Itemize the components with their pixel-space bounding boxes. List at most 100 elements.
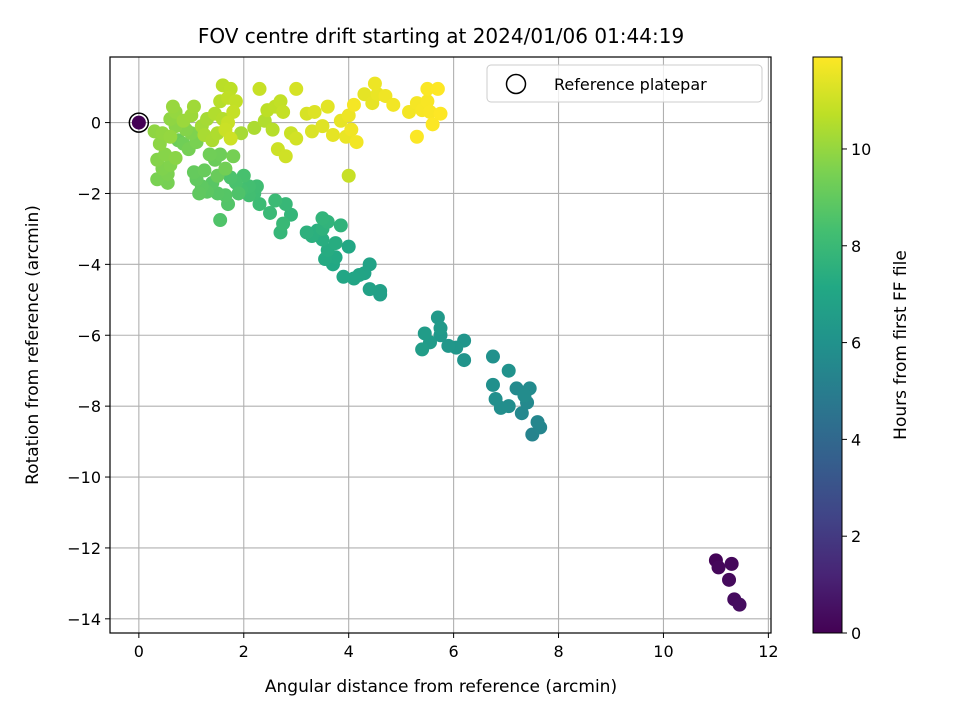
data-point [341, 108, 356, 123]
colorbar-tick-label: 0 [851, 624, 861, 643]
data-point [722, 572, 737, 587]
data-point [732, 597, 747, 612]
y-tick-label: −4 [77, 255, 101, 274]
data-point [202, 147, 217, 162]
y-tick-label: −2 [77, 184, 101, 203]
data-point [373, 283, 388, 298]
colorbar-tick-label: 2 [851, 527, 861, 546]
data-point [165, 99, 180, 114]
data-point [333, 218, 348, 233]
colorbar-label: Hours from first FF file [891, 250, 911, 440]
data-point [530, 415, 545, 430]
data-point [213, 147, 228, 162]
data-point [252, 197, 267, 212]
colorbar-ticks: 0 2 4 6 8 10 [842, 140, 871, 643]
x-axis-ticks: 0 2 4 6 8 10 12 [134, 633, 779, 661]
data-point [218, 161, 233, 176]
data-point [415, 342, 430, 357]
data-point [433, 321, 448, 336]
data-point [307, 104, 322, 119]
legend-reference-marker [505, 73, 527, 95]
data-point [367, 76, 382, 91]
data-point [417, 326, 432, 341]
data-point [328, 236, 343, 251]
data-point [344, 122, 359, 137]
data-point [341, 168, 356, 183]
data-point [252, 81, 267, 96]
data-point [315, 119, 330, 134]
data-point [517, 388, 532, 403]
data-point [724, 556, 739, 571]
y-axis-ticks: 0 −2 −4 −6 −8 −10 −12 −14 [67, 114, 110, 629]
colorbar-tick-label: 8 [851, 237, 861, 256]
data-point [228, 94, 243, 109]
x-axis-label: Angular distance from reference (arcmin) [265, 677, 617, 697]
x-tick-label: 12 [758, 642, 778, 661]
data-points [128, 76, 747, 612]
data-point [197, 163, 212, 178]
data-point [485, 377, 500, 392]
data-point [210, 186, 225, 201]
data-point [346, 97, 361, 112]
data-point [341, 239, 356, 254]
data-point [711, 560, 726, 575]
data-point [163, 129, 178, 144]
x-tick-label: 2 [239, 642, 249, 661]
data-point [501, 363, 516, 378]
data-point [276, 216, 291, 231]
y-axis-label: Rotation from reference (arcmin) [23, 205, 43, 485]
data-point [362, 282, 377, 297]
data-point [231, 186, 246, 201]
y-tick-label: −12 [67, 539, 101, 558]
data-point [152, 136, 167, 151]
data-point [226, 104, 241, 119]
data-point [349, 135, 364, 150]
data-point [425, 117, 440, 132]
colorbar-tick-label: 4 [851, 430, 861, 449]
data-point [299, 225, 314, 240]
data-point [234, 126, 249, 141]
grid-lines [110, 57, 771, 633]
data-point [168, 151, 183, 166]
reference-point [131, 115, 146, 130]
data-point [192, 186, 207, 201]
x-tick-label: 6 [449, 642, 459, 661]
data-point [226, 149, 241, 164]
data-point [213, 213, 228, 228]
data-point [320, 99, 335, 114]
x-tick-label: 4 [344, 642, 354, 661]
data-point [336, 269, 351, 284]
legend: Reference platepar [486, 64, 763, 103]
data-point [150, 172, 165, 187]
data-point [289, 81, 304, 96]
legend-reference-label: Reference platepar [554, 75, 707, 94]
data-point [441, 338, 456, 353]
colorbar-tick-label: 6 [851, 334, 861, 353]
y-tick-label: −10 [67, 468, 101, 487]
data-point [433, 106, 448, 121]
data-point [223, 131, 238, 146]
chart-title: FOV centre drift starting at 2024/01/06 … [198, 24, 684, 48]
data-point [186, 99, 201, 114]
data-point [265, 122, 280, 137]
data-point [514, 406, 529, 421]
data-point [325, 127, 340, 142]
data-point [488, 392, 503, 407]
y-tick-label: −6 [77, 326, 101, 345]
y-tick-label: −14 [67, 610, 101, 629]
plot-frame [109, 56, 772, 634]
colorbar-gradient [812, 56, 843, 634]
data-point [276, 104, 291, 119]
x-tick-label: 10 [653, 642, 673, 661]
colorbar: 0 2 4 6 8 10 Hours from first FF file [812, 56, 911, 643]
data-point [430, 310, 445, 325]
data-point [346, 271, 361, 286]
data-point [278, 149, 293, 164]
data-point [423, 104, 438, 119]
legend-box [486, 64, 763, 103]
data-point [268, 193, 283, 208]
y-tick-label: −8 [77, 397, 101, 416]
data-point [386, 97, 401, 112]
data-point [409, 129, 424, 144]
